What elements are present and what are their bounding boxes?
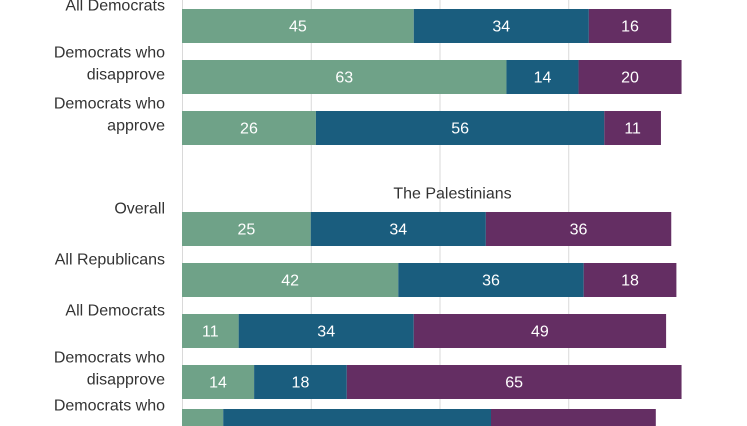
bar-segment (182, 409, 224, 426)
category-label: approve (107, 118, 165, 135)
data-label: 34 (492, 19, 510, 36)
category-label: Democrats who (54, 350, 165, 367)
bars-layer (182, 9, 682, 426)
bar-segment (182, 263, 399, 297)
bar-segment (346, 365, 682, 399)
bar-segment (604, 111, 661, 145)
data-label: 42 (281, 273, 299, 290)
data-label: 36 (482, 273, 500, 290)
bar-segment (315, 111, 605, 145)
category-label: Democrats who (54, 398, 165, 415)
data-label: 26 (240, 121, 258, 138)
data-label: 45 (289, 19, 307, 36)
data-label: 11 (624, 121, 641, 138)
data-label: 65 (505, 375, 523, 392)
data-label: 36 (570, 222, 588, 239)
bar-segment (182, 365, 255, 399)
category-label: Overall (114, 201, 165, 218)
bar-segment (182, 9, 414, 43)
bar-segment (223, 409, 491, 426)
bar-segment (506, 60, 579, 94)
data-label: 49 (531, 324, 549, 341)
bar-segment (485, 212, 672, 246)
labels-layer: All Democrats 45 34 16 Democrats who disappro… (54, 0, 641, 415)
bar-segment (588, 9, 672, 43)
bar-segment (182, 111, 316, 145)
category-label: Democrats who (54, 96, 165, 113)
data-label: 14 (534, 70, 552, 87)
data-label: 20 (621, 70, 639, 87)
category-label: disapprove (87, 67, 165, 84)
bar-segment (398, 263, 584, 297)
category-label: All Democrats (65, 303, 165, 320)
data-label: 34 (317, 324, 335, 341)
data-label: 34 (389, 222, 407, 239)
bar-segment (583, 263, 677, 297)
bar-segment (254, 365, 347, 399)
section-title: The Palestinians (393, 186, 511, 203)
category-label: Democrats who (54, 45, 165, 62)
data-label: 14 (209, 375, 227, 392)
category-label: disapprove (87, 372, 165, 389)
bar-segment (491, 409, 656, 426)
data-label: 25 (237, 222, 255, 239)
bar-segment (578, 60, 682, 94)
bar-segment (310, 212, 486, 246)
data-label: 18 (292, 375, 310, 392)
data-label: 18 (621, 273, 639, 290)
bar-segment (182, 314, 239, 348)
data-label: 11 (202, 324, 219, 341)
bar-segment (238, 314, 414, 348)
bar-segment (413, 314, 667, 348)
bar-segment (182, 212, 311, 246)
category-label: All Republicans (55, 252, 165, 269)
data-label: 16 (621, 19, 639, 36)
bar-segment (182, 60, 507, 94)
bar-segment (413, 9, 589, 43)
category-label: All Democrats (65, 0, 165, 15)
data-label: 56 (451, 121, 469, 138)
data-label: 63 (335, 70, 353, 87)
